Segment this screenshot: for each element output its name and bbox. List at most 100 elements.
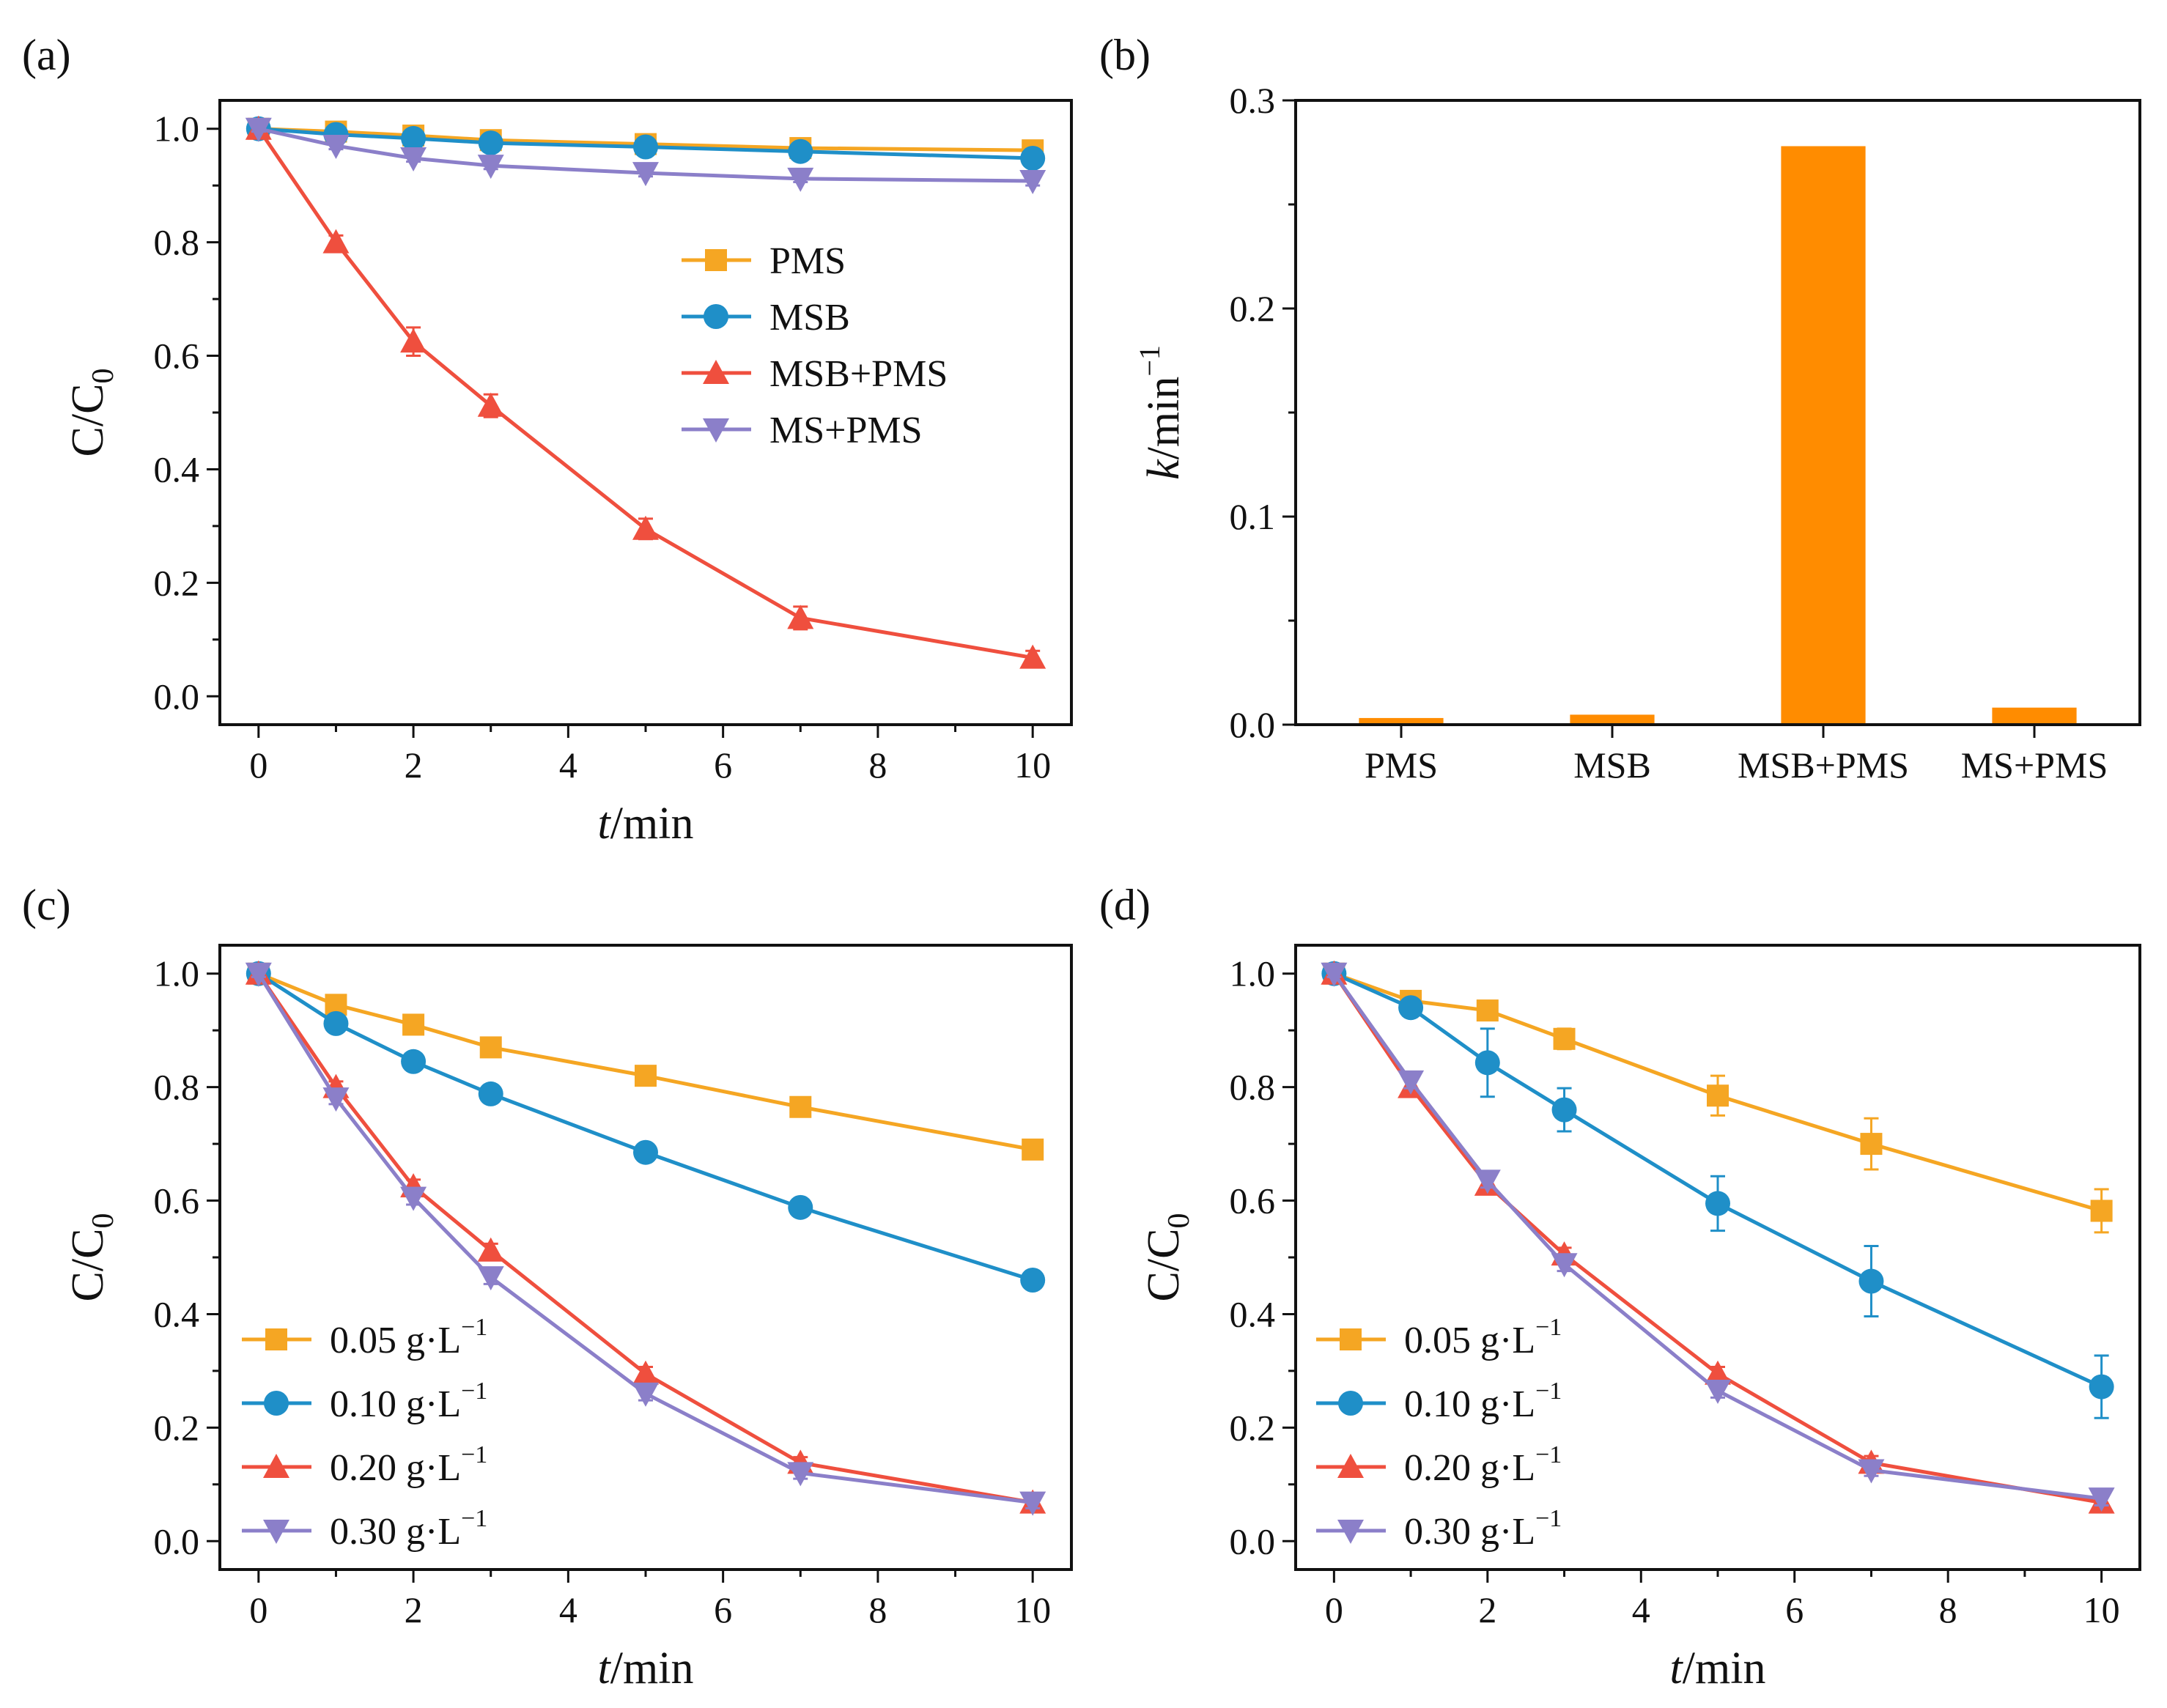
legend-swatch-marker [705, 249, 727, 271]
x-tick-label: 10 [1014, 744, 1051, 785]
legend-entry: 0.30 g·L−1 [1404, 1505, 1562, 1553]
y-axis-title-subscript: 0 [1162, 1213, 1196, 1229]
data-point [400, 328, 427, 353]
plot-frame [218, 944, 1073, 1571]
x-tick-label: 4 [559, 744, 577, 785]
x-tick-label: 10 [1014, 1589, 1051, 1630]
data-point [477, 392, 504, 417]
legend-entry-label: 0.30 g·L [1404, 1511, 1535, 1553]
legend-entry-label: 0.20 g·L [1404, 1447, 1535, 1489]
x-tick-label: 0 [249, 1589, 267, 1630]
y-axis-title-unit: /min [1139, 377, 1189, 460]
data-point [633, 134, 658, 160]
data-point [1019, 169, 1046, 194]
bar-msb [1570, 714, 1655, 725]
legend-entry: 0.10 g·L−1 [330, 1378, 487, 1425]
y-tick-label: 0.0 [1230, 704, 1276, 745]
y-axis-title-variable: k [1139, 459, 1189, 480]
data-point [2089, 1374, 2114, 1400]
data-point [1551, 1253, 1578, 1278]
data-point [1551, 1097, 1577, 1123]
legend: 0.05 g·L−10.10 g·L−10.20 g·L−10.30 g·L−1 [242, 1314, 487, 1553]
x-tick-label: 8 [868, 1589, 887, 1630]
legend-entry-label: 0.05 g·L [330, 1320, 461, 1361]
data-point [400, 1186, 427, 1211]
x-tick-label: 0 [1325, 1589, 1343, 1630]
x-tick-label: 6 [714, 1589, 732, 1630]
legend-entry-superscript: −1 [461, 1441, 487, 1468]
data-point [1474, 1050, 1500, 1076]
x-tick-label: 8 [868, 744, 887, 785]
data-point [1019, 1491, 1046, 1516]
data-point [632, 1360, 659, 1385]
y-tick-label: 1.0 [154, 108, 200, 149]
data-point [1020, 1267, 1046, 1293]
legend-swatch-marker [704, 304, 728, 329]
y-axis-title-subscript: 0 [86, 369, 120, 384]
legend-entry-label: MSB+PMS [769, 353, 948, 395]
legend-entry-label: MS+PMS [769, 410, 923, 451]
y-tick-label: 0.8 [154, 1067, 200, 1108]
data-point [1860, 1133, 1883, 1156]
plot-frame [1294, 99, 2141, 726]
y-axis-title: C/C0 [1139, 1213, 1196, 1302]
data-point [788, 1194, 813, 1220]
legend-swatch-marker [1337, 1454, 1364, 1478]
data-point [1019, 644, 1046, 669]
x-tick-label: 10 [2083, 1589, 2120, 1630]
x-tick-label: 4 [559, 1589, 577, 1630]
legend-entry-superscript: −1 [1535, 1314, 1562, 1341]
y-axis-title: k/min−1 [1133, 345, 1189, 480]
x-tick-label: 0 [249, 744, 267, 785]
x-axis-title-unit: /min [610, 799, 694, 849]
plot-frame [1294, 944, 2141, 1571]
legend-entry: MS+PMS [769, 410, 923, 451]
y-tick-label: 0.2 [154, 1407, 200, 1448]
chart-panel-b: (b) 0.0 0.1 0.2 0.3 PMS MSB MSB+PMS MS+PMS k/min−… [1099, 31, 2141, 785]
data-point [323, 1010, 349, 1036]
y-tick-label: 0.1 [1230, 496, 1276, 537]
data-point [478, 1081, 503, 1106]
data-point [1476, 999, 1499, 1022]
x-axis-title-variable: t [598, 799, 612, 849]
chart-panel-d: (d)0 2 4 6 8 100.00.20.40.60.81.00.05 g·L−10.… [1099, 881, 2141, 1693]
x-tick-label: MSB+PMS [1738, 744, 1909, 785]
data-point [478, 130, 503, 156]
y-tick-label: 0.3 [1230, 80, 1276, 121]
panel-label: (c) [22, 881, 71, 929]
data-point [322, 229, 350, 254]
x-tick-label: 8 [1939, 1589, 1957, 1630]
data-point [1398, 1070, 1425, 1095]
chart-panel-c: (c)0 2 4 6 8 100.00.20.40.60.81.00.05 g·L−10.… [22, 881, 1073, 1693]
x-axis-title-variable: t [1670, 1644, 1684, 1693]
series-0-10-g-l [1321, 961, 2114, 1419]
panel-label: (a) [22, 31, 71, 79]
x-tick-label: 6 [1785, 1589, 1804, 1630]
y-tick-label: 0.4 [1230, 1293, 1276, 1334]
data-point [787, 167, 814, 192]
y-tick-label: 0.2 [1230, 288, 1276, 329]
data-point [632, 515, 659, 540]
x-tick-label: 2 [1478, 1589, 1496, 1630]
series-0-30-g-l [1321, 962, 2115, 1512]
x-axis-title-unit: /min [610, 1644, 694, 1693]
legend-entry-label: 0.30 g·L [330, 1511, 461, 1553]
x-axis-title: t/min [598, 799, 694, 849]
legend-swatch-marker [263, 1454, 289, 1478]
x-tick-label: 4 [1632, 1589, 1650, 1630]
bar-msb-pms [1781, 146, 1866, 725]
data-point [245, 962, 272, 987]
legend-entry: 0.20 g·L−1 [1404, 1441, 1562, 1489]
legend-entry-superscript: −1 [1535, 1378, 1562, 1405]
y-tick-label: 0.6 [1230, 1180, 1276, 1221]
y-axis-title-superscript: −1 [1133, 345, 1166, 377]
y-tick-label: 0.8 [154, 222, 200, 263]
data-point [322, 134, 350, 159]
y-tick-label: 1.0 [1230, 953, 1276, 994]
data-point [477, 155, 504, 180]
data-point [245, 117, 272, 142]
legend-swatch-marker [703, 360, 729, 384]
y-axis-title-subscript: 0 [86, 1213, 120, 1229]
legend-entry-label: 0.05 g·L [1404, 1320, 1535, 1361]
